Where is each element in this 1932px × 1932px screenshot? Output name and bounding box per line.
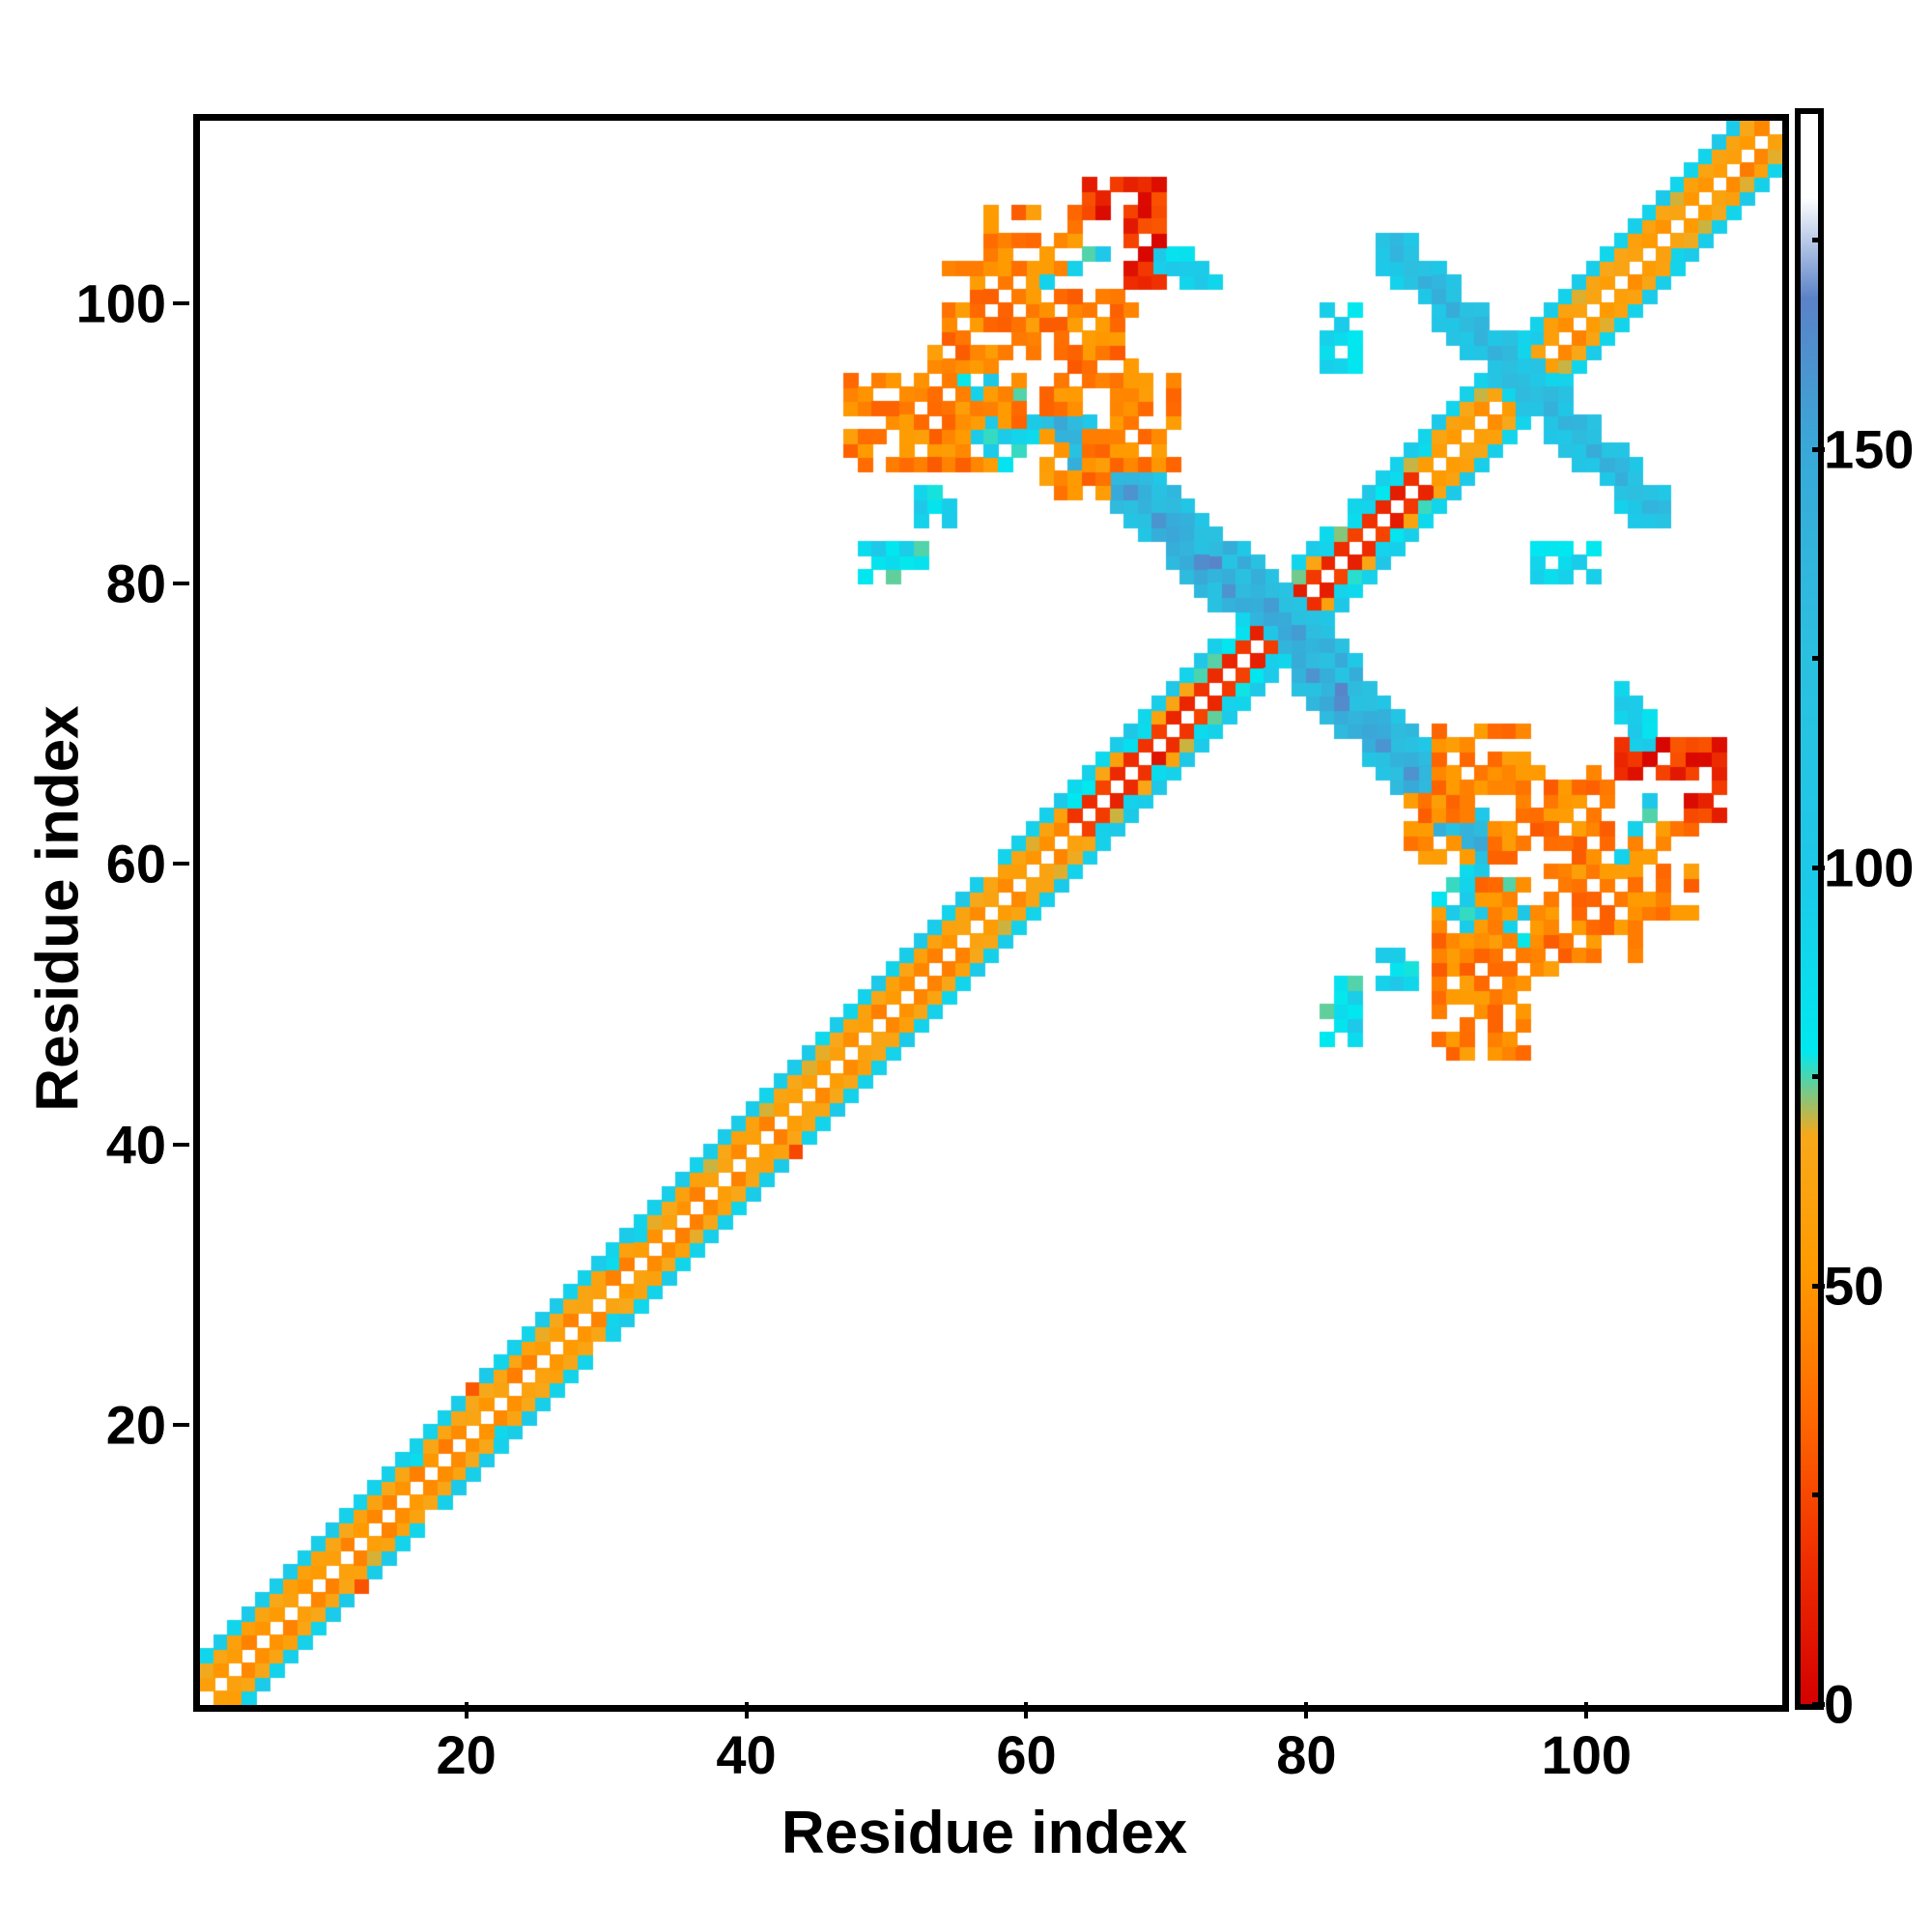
x-tick-40 bbox=[744, 1702, 749, 1719]
y-ticklabel-40: 40 bbox=[105, 1114, 166, 1176]
colorbar-minor-tick-125 bbox=[1812, 656, 1821, 662]
colorbar-tick-0 bbox=[1812, 1702, 1825, 1707]
y-tick-20 bbox=[173, 1422, 189, 1427]
colorbar-ticklabel-0: 0 bbox=[1824, 1673, 1855, 1735]
y-tick-80 bbox=[173, 582, 189, 586]
colorbar-gradient bbox=[1801, 114, 1818, 1704]
x-ticklabel-100: 100 bbox=[1541, 1724, 1633, 1785]
colorbar-ticklabel-50: 50 bbox=[1824, 1255, 1885, 1317]
colorbar-tick-100 bbox=[1812, 865, 1825, 870]
y-ticklabel-20: 20 bbox=[105, 1394, 166, 1456]
colorbar-minor-tick-75 bbox=[1812, 1074, 1821, 1080]
y-tick-40 bbox=[173, 1142, 189, 1147]
y-ticklabel-60: 60 bbox=[105, 833, 166, 895]
contact-map-heatmap bbox=[200, 121, 1782, 1705]
colorbar: 0 50 100 150 bbox=[1795, 108, 1914, 1735]
colorbar-tick-150 bbox=[1812, 446, 1825, 452]
colorbar-ticklabel-150: 150 bbox=[1824, 418, 1915, 480]
y-ticklabel-80: 80 bbox=[105, 553, 166, 614]
x-tick-100 bbox=[1584, 1702, 1589, 1719]
y-ticklabel-100: 100 bbox=[75, 272, 166, 334]
colorbar-ticklabel-100: 100 bbox=[1824, 837, 1915, 898]
y-axis-label: Residue index bbox=[24, 705, 92, 1112]
x-ticklabel-80: 80 bbox=[1276, 1724, 1337, 1785]
x-ticklabel-60: 60 bbox=[996, 1724, 1057, 1785]
y-tick-100 bbox=[173, 300, 189, 305]
colorbar-minor-tick-25 bbox=[1812, 1492, 1821, 1498]
colorbar-tick-50 bbox=[1812, 1283, 1825, 1289]
x-tick-20 bbox=[464, 1702, 469, 1719]
x-tick-80 bbox=[1304, 1702, 1309, 1719]
x-axis-label: Residue index bbox=[781, 1800, 1188, 1866]
y-tick-60 bbox=[173, 862, 189, 867]
heatmap-plot-area bbox=[193, 114, 1789, 1712]
x-ticklabel-20: 20 bbox=[436, 1724, 497, 1785]
colorbar-frame bbox=[1795, 108, 1824, 1710]
colorbar-minor-tick-175 bbox=[1812, 237, 1821, 242]
x-ticklabel-40: 40 bbox=[716, 1724, 777, 1785]
x-tick-60 bbox=[1024, 1702, 1029, 1719]
